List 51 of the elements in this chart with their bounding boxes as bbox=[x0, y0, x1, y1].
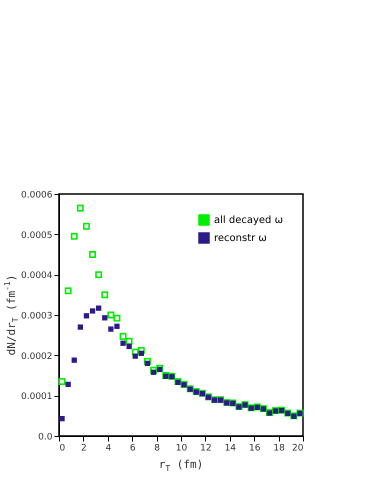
point bbox=[114, 314, 120, 322]
point bbox=[132, 348, 139, 356]
point bbox=[126, 338, 133, 345]
y-tick-label: 0.0 bbox=[38, 432, 53, 442]
point bbox=[108, 326, 114, 332]
x-tick-label: 20 bbox=[292, 444, 304, 454]
point bbox=[70, 232, 78, 240]
point bbox=[64, 287, 72, 294]
legend-label: reconstr ω bbox=[214, 233, 267, 244]
x-tick-label: 6 bbox=[130, 444, 136, 454]
point bbox=[114, 324, 120, 329]
y-axis-title: dN/drT (fm-1) bbox=[3, 274, 20, 356]
y-tick-label: 0.0004 bbox=[21, 271, 53, 282]
point bbox=[132, 353, 138, 359]
point bbox=[96, 305, 102, 311]
point bbox=[89, 251, 96, 258]
x-tick-label: 18 bbox=[273, 444, 286, 454]
point bbox=[59, 416, 65, 422]
x-tick-label: 2 bbox=[81, 444, 87, 454]
point bbox=[84, 313, 90, 318]
point bbox=[78, 324, 83, 330]
point bbox=[107, 312, 114, 318]
y-tick-label: 0.0006 bbox=[21, 190, 53, 200]
x-tick-label: 10 bbox=[176, 444, 188, 454]
x-tick-label: 8 bbox=[154, 444, 160, 454]
point bbox=[95, 271, 102, 278]
point bbox=[66, 382, 71, 388]
point bbox=[83, 222, 90, 230]
x-tick-label: 12 bbox=[200, 444, 212, 454]
y-tick-label: 0.0003 bbox=[21, 312, 52, 322]
y-tick-label: 0.0002 bbox=[21, 352, 52, 362]
x-tick-label: 16 bbox=[248, 444, 261, 454]
point bbox=[144, 358, 151, 365]
y-tick-label: 0.0005 bbox=[21, 230, 52, 241]
y-tick-label: 0.0001 bbox=[21, 392, 52, 402]
point bbox=[72, 358, 77, 363]
point bbox=[120, 332, 126, 340]
point bbox=[138, 350, 144, 356]
point bbox=[120, 340, 126, 346]
point bbox=[101, 291, 108, 298]
point bbox=[58, 378, 66, 385]
point bbox=[126, 344, 132, 350]
point bbox=[138, 347, 145, 354]
point bbox=[102, 315, 108, 320]
point bbox=[76, 204, 84, 212]
x-tick-label: 0 bbox=[60, 444, 66, 454]
x-tick-label: 4 bbox=[105, 444, 112, 454]
point bbox=[150, 370, 156, 375]
x-tick-label: 14 bbox=[224, 444, 236, 454]
legend-label: all decayed ω bbox=[214, 215, 283, 226]
point bbox=[150, 366, 157, 374]
